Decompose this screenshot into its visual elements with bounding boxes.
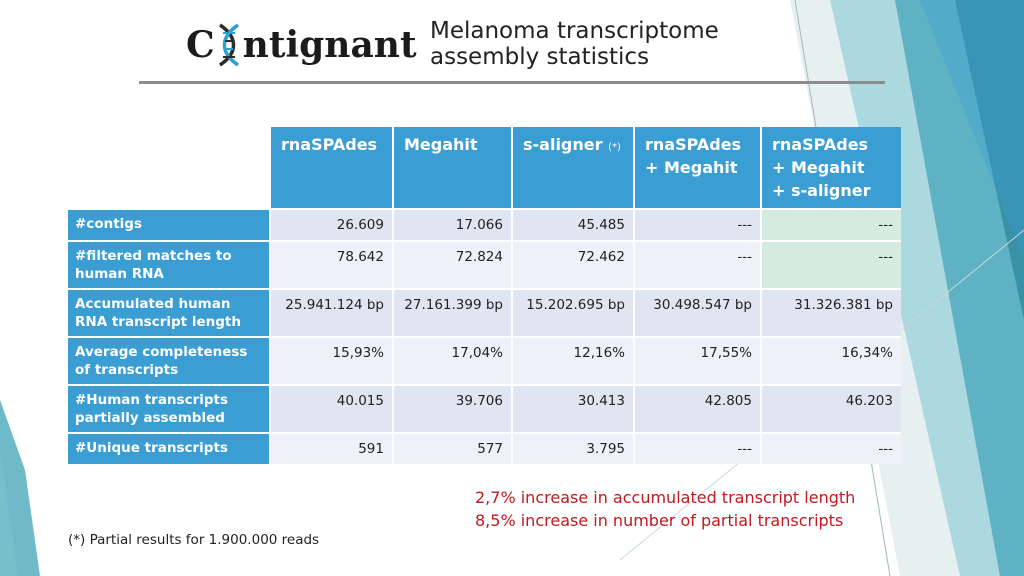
table-cell: --- [760,208,901,241]
row-label: Average completeness of transcripts [68,336,270,385]
table-cell: 3.795 [511,432,634,464]
table-cell: --- [760,240,901,289]
improvement-notes: 2,7% increase in accumulated transcript … [475,486,855,532]
table-cell: 40.015 [269,384,393,433]
table-cell: 45.485 [511,208,634,241]
table-cell: 17.066 [392,208,512,241]
table-cell: 15.202.695 bp [511,288,634,337]
table-cell: 17,04% [392,336,512,385]
table-cell: 591 [269,432,393,464]
table-cell: 31.326.381 bp [760,288,901,337]
row-label: #Human transcripts partially assembled [68,384,270,433]
table-cell: 72.462 [511,240,634,289]
table-cell: 27.161.399 bp [392,288,512,337]
table-row: #Human transcripts partially assembled 40… [68,384,901,433]
table-cell: 39.706 [392,384,512,433]
assembly-stats-table: rnaSPAdes Megahit s-aligner (*) rnaSPAde… [68,127,901,464]
row-label: #Unique transcripts [68,432,270,464]
table-row: Accumulated human RNA transcript length 2… [68,288,901,337]
table-cell: --- [760,432,901,464]
title-line-1: Melanoma transcriptome [430,18,719,44]
note-line-2: 8,5% increase in number of partial trans… [475,511,844,530]
table-header-row: rnaSPAdes Megahit s-aligner (*) rnaSPAde… [68,127,901,209]
row-label: #filtered matches to human RNA [68,240,270,289]
table-cell: 17,55% [633,336,761,385]
table-cell: 46.203 [760,384,901,433]
title-divider [139,81,885,84]
note-line-1: 2,7% increase in accumulated transcript … [475,488,856,507]
table-cell: --- [633,208,761,241]
footnote: (*) Partial results for 1.900.000 reads [68,532,320,548]
table-cell: 42.805 [633,384,761,433]
table-cell: 25.941.124 bp [269,288,393,337]
col-header-all-combined: rnaSPAdes + Megahit + s-aligner [760,127,901,209]
col-header-s-aligner: s-aligner (*) [511,127,634,209]
col-header-megahit: Megahit [392,127,512,209]
table-cell: 16,34% [760,336,901,385]
table-row: #filtered matches to human RNA 78.642 72.8… [68,240,901,289]
table-cell: 577 [392,432,512,464]
table-cell: --- [633,432,761,464]
table-cell: 30.498.547 bp [633,288,761,337]
table-cell: 30.413 [511,384,634,433]
logo-text-suffix: ntignant [242,24,417,66]
col-header-rnaspades-megahit: rnaSPAdes + Megahit [633,127,761,209]
table-row: Average completeness of transcripts 15,93… [68,336,901,385]
dna-helix-icon [218,23,239,67]
row-label: #contigs [68,208,270,241]
logo-text-prefix: C [186,24,215,66]
table-cell: 72.824 [392,240,512,289]
table-cell: 12,16% [511,336,634,385]
footnote-marker: (*) [608,142,621,153]
page-title: Melanoma transcriptome assembly statisti… [430,18,719,70]
table-row: #Unique transcripts 591 577 3.795 --- --- [68,432,901,464]
table-cell: 15,93% [269,336,393,385]
row-label: Accumulated human RNA transcript length [68,288,270,337]
table-cell: --- [633,240,761,289]
table-cell: 26.609 [269,208,393,241]
table-row: #contigs 26.609 17.066 45.485 --- --- [68,208,901,241]
contignant-logo: C ntignant [186,20,417,70]
table-cell: 78.642 [269,240,393,289]
col-header-rnaspades: rnaSPAdes [269,127,393,209]
title-line-2: assembly statistics [430,44,650,70]
